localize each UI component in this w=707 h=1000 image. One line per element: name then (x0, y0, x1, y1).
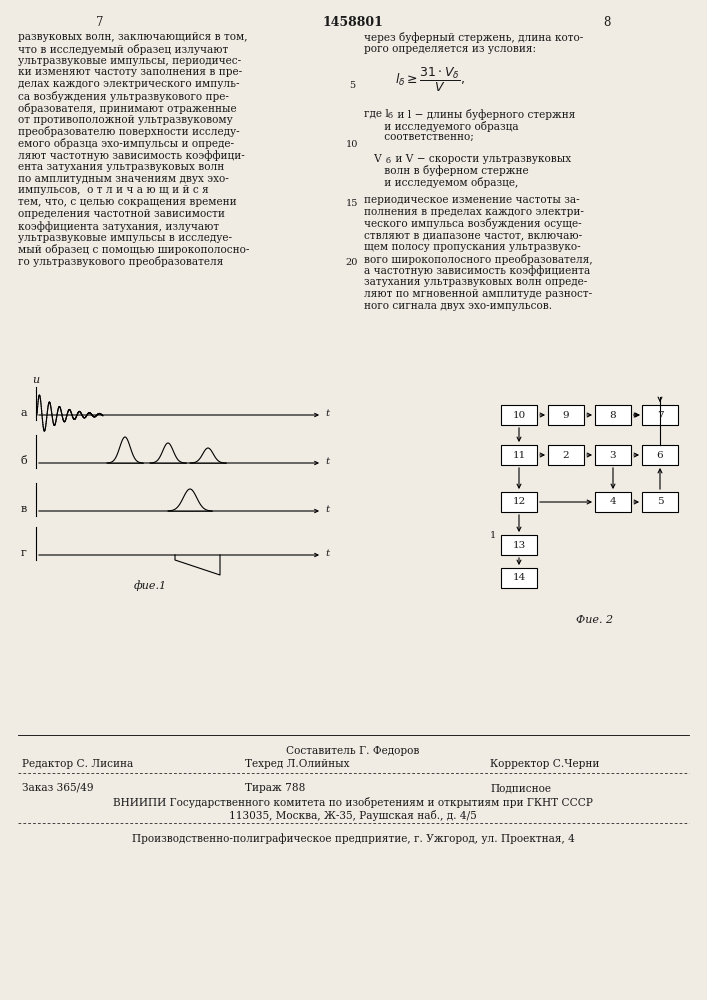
Text: волн в буферном стержне: волн в буферном стержне (364, 165, 529, 176)
Text: го ультразвукового преобразователя: го ультразвукового преобразователя (18, 256, 223, 267)
Text: мый образец с помощью широкополосно-: мый образец с помощью широкополосно- (18, 244, 250, 255)
Text: б: б (386, 157, 391, 165)
Text: и l − длины буферного стержня: и l − длины буферного стержня (394, 109, 575, 120)
Text: тем, что, с целью сокращения времени: тем, что, с целью сокращения времени (18, 197, 237, 207)
Text: ляют частотную зависимость коэффици-: ляют частотную зависимость коэффици- (18, 150, 245, 161)
Text: 1458801: 1458801 (322, 16, 383, 29)
Text: ультразвуковые импульсы, периодичес-: ультразвуковые импульсы, периодичес- (18, 56, 241, 66)
Text: Корректор С.Черни: Корректор С.Черни (490, 759, 600, 769)
Text: 6: 6 (657, 450, 663, 460)
Text: периодическое изменение частоты за-: периодическое изменение частоты за- (364, 195, 580, 205)
Text: Подписное: Подписное (490, 783, 551, 793)
Text: 113035, Москва, Ж-35, Раушская наб., д. 4/5: 113035, Москва, Ж-35, Раушская наб., д. … (229, 810, 477, 821)
Text: 1: 1 (490, 530, 496, 540)
Text: 12: 12 (513, 497, 525, 506)
Text: а частотную зависимость коэффициента: а частотную зависимость коэффициента (364, 266, 590, 276)
Text: что в исследуемый образец излучают: что в исследуемый образец излучают (18, 44, 228, 55)
Text: 7: 7 (96, 16, 104, 29)
Text: делах каждого электрического импуль-: делах каждого электрического импуль- (18, 79, 240, 89)
Text: по амплитудным значениям двух эхо-: по амплитудным значениям двух эхо- (18, 174, 229, 184)
Text: развуковых волн, заключающийся в том,: развуковых волн, заключающийся в том, (18, 32, 247, 42)
Text: 4: 4 (609, 497, 617, 506)
Text: u: u (33, 375, 40, 385)
Text: в: в (21, 504, 27, 514)
Text: и исследуемого образца: и исследуемого образца (364, 120, 519, 131)
Text: Техред Л.Олийных: Техред Л.Олийных (245, 759, 349, 769)
Bar (642, 445, 678, 465)
Text: 8: 8 (609, 410, 617, 420)
Text: 15: 15 (346, 199, 358, 208)
Text: 13: 13 (513, 540, 525, 550)
Text: Редактор С. Лисина: Редактор С. Лисина (22, 759, 133, 769)
Bar (595, 492, 631, 512)
Text: 9: 9 (563, 410, 569, 420)
Text: затухания ультразвуковых волн опреде-: затухания ультразвуковых волн опреде- (364, 277, 588, 287)
Text: ВНИИПИ Государственного комитета по изобретениям и открытиям при ГКНТ СССР: ВНИИПИ Государственного комитета по изоб… (113, 797, 593, 808)
Bar (501, 445, 537, 465)
Bar (501, 405, 537, 425)
Text: соответственно;: соответственно; (364, 132, 474, 142)
Text: определения частотной зависимости: определения частотной зависимости (18, 209, 225, 219)
Text: полнения в пределах каждого электри-: полнения в пределах каждого электри- (364, 207, 584, 217)
Text: t: t (325, 458, 329, 466)
Text: t: t (325, 550, 329, 558)
Text: Тираж 788: Тираж 788 (245, 783, 305, 793)
Text: емого образца эхо-импульсы и опреде-: емого образца эхо-импульсы и опреде- (18, 138, 234, 149)
Text: вого широкополосного преобразователя,: вого широкополосного преобразователя, (364, 254, 592, 265)
Text: ента затухания ультразвуковых волн: ента затухания ультразвуковых волн (18, 162, 224, 172)
Text: 14: 14 (513, 574, 525, 582)
Text: ческого импульса возбуждения осуще-: ческого импульса возбуждения осуще- (364, 218, 582, 229)
Text: через буферный стержень, длина кото-: через буферный стержень, длина кото- (364, 32, 583, 43)
Text: 10: 10 (513, 410, 525, 420)
Text: от противоположной ультразвуковому: от противоположной ультразвуковому (18, 115, 233, 125)
Bar (501, 492, 537, 512)
Text: преобразователю поверхности исследу-: преобразователю поверхности исследу- (18, 126, 240, 137)
Text: щем полосу пропускания ультразвуко-: щем полосу пропускания ультразвуко- (364, 242, 580, 252)
Text: импульсов,  о т л и ч а ю щ и й с я: импульсов, о т л и ч а ю щ и й с я (18, 185, 209, 195)
Text: ного сигнала двух эхо-импульсов.: ного сигнала двух эхо-импульсов. (364, 301, 552, 311)
Text: 11: 11 (513, 450, 525, 460)
Text: Фие. 2: Фие. 2 (576, 615, 614, 625)
Bar (548, 405, 584, 425)
Text: V: V (364, 154, 382, 164)
Text: фие.1: фие.1 (134, 580, 167, 591)
Text: образователя, принимают отраженные: образователя, принимают отраженные (18, 103, 237, 114)
Text: Заказ 365/49: Заказ 365/49 (22, 783, 93, 793)
Text: а: а (21, 408, 28, 418)
Text: б: б (388, 112, 393, 120)
Text: рого определяется из условия:: рого определяется из условия: (364, 44, 536, 54)
Text: 8: 8 (603, 16, 611, 29)
Bar (595, 445, 631, 465)
Text: 2: 2 (563, 450, 569, 460)
Text: 5: 5 (349, 81, 355, 90)
Bar (548, 445, 584, 465)
Text: t: t (325, 410, 329, 418)
Text: и V − скорости ультразвуковых: и V − скорости ультразвуковых (392, 154, 571, 164)
Text: 3: 3 (609, 450, 617, 460)
Bar (501, 568, 537, 588)
Text: Производственно-полиграфическое предприятие, г. Ужгород, ул. Проектная, 4: Производственно-полиграфическое предприя… (132, 833, 574, 844)
Text: $l_\mathit{\delta} \geq \dfrac{31 \cdot V_\mathit{\delta}}{V}$,: $l_\mathit{\delta} \geq \dfrac{31 \cdot … (395, 66, 465, 94)
Bar (642, 492, 678, 512)
Bar (501, 535, 537, 555)
Bar (595, 405, 631, 425)
Text: ультразвуковые импульсы в исследуе-: ультразвуковые импульсы в исследуе- (18, 233, 232, 243)
Text: б: б (21, 456, 28, 466)
Text: где l: где l (364, 109, 389, 119)
Text: Составитель Г. Федоров: Составитель Г. Федоров (286, 746, 420, 756)
Text: са возбуждения ультразвукового пре-: са возбуждения ультразвукового пре- (18, 91, 229, 102)
Text: 20: 20 (346, 258, 358, 267)
Text: 10: 10 (346, 140, 358, 149)
Text: ки изменяют частоту заполнения в пре-: ки изменяют частоту заполнения в пре- (18, 67, 242, 77)
Text: и исследуемом образце,: и исследуемом образце, (364, 177, 518, 188)
Text: t: t (325, 506, 329, 514)
Bar (642, 405, 678, 425)
Text: ствляют в диапазоне частот, включаю-: ствляют в диапазоне частот, включаю- (364, 230, 582, 240)
Text: коэффициента затухания, излучают: коэффициента затухания, излучают (18, 221, 219, 232)
Text: ляют по мгновенной амплитуде разност-: ляют по мгновенной амплитуде разност- (364, 289, 592, 299)
Text: г: г (21, 548, 27, 558)
Text: 7: 7 (657, 410, 663, 420)
Text: 5: 5 (657, 497, 663, 506)
